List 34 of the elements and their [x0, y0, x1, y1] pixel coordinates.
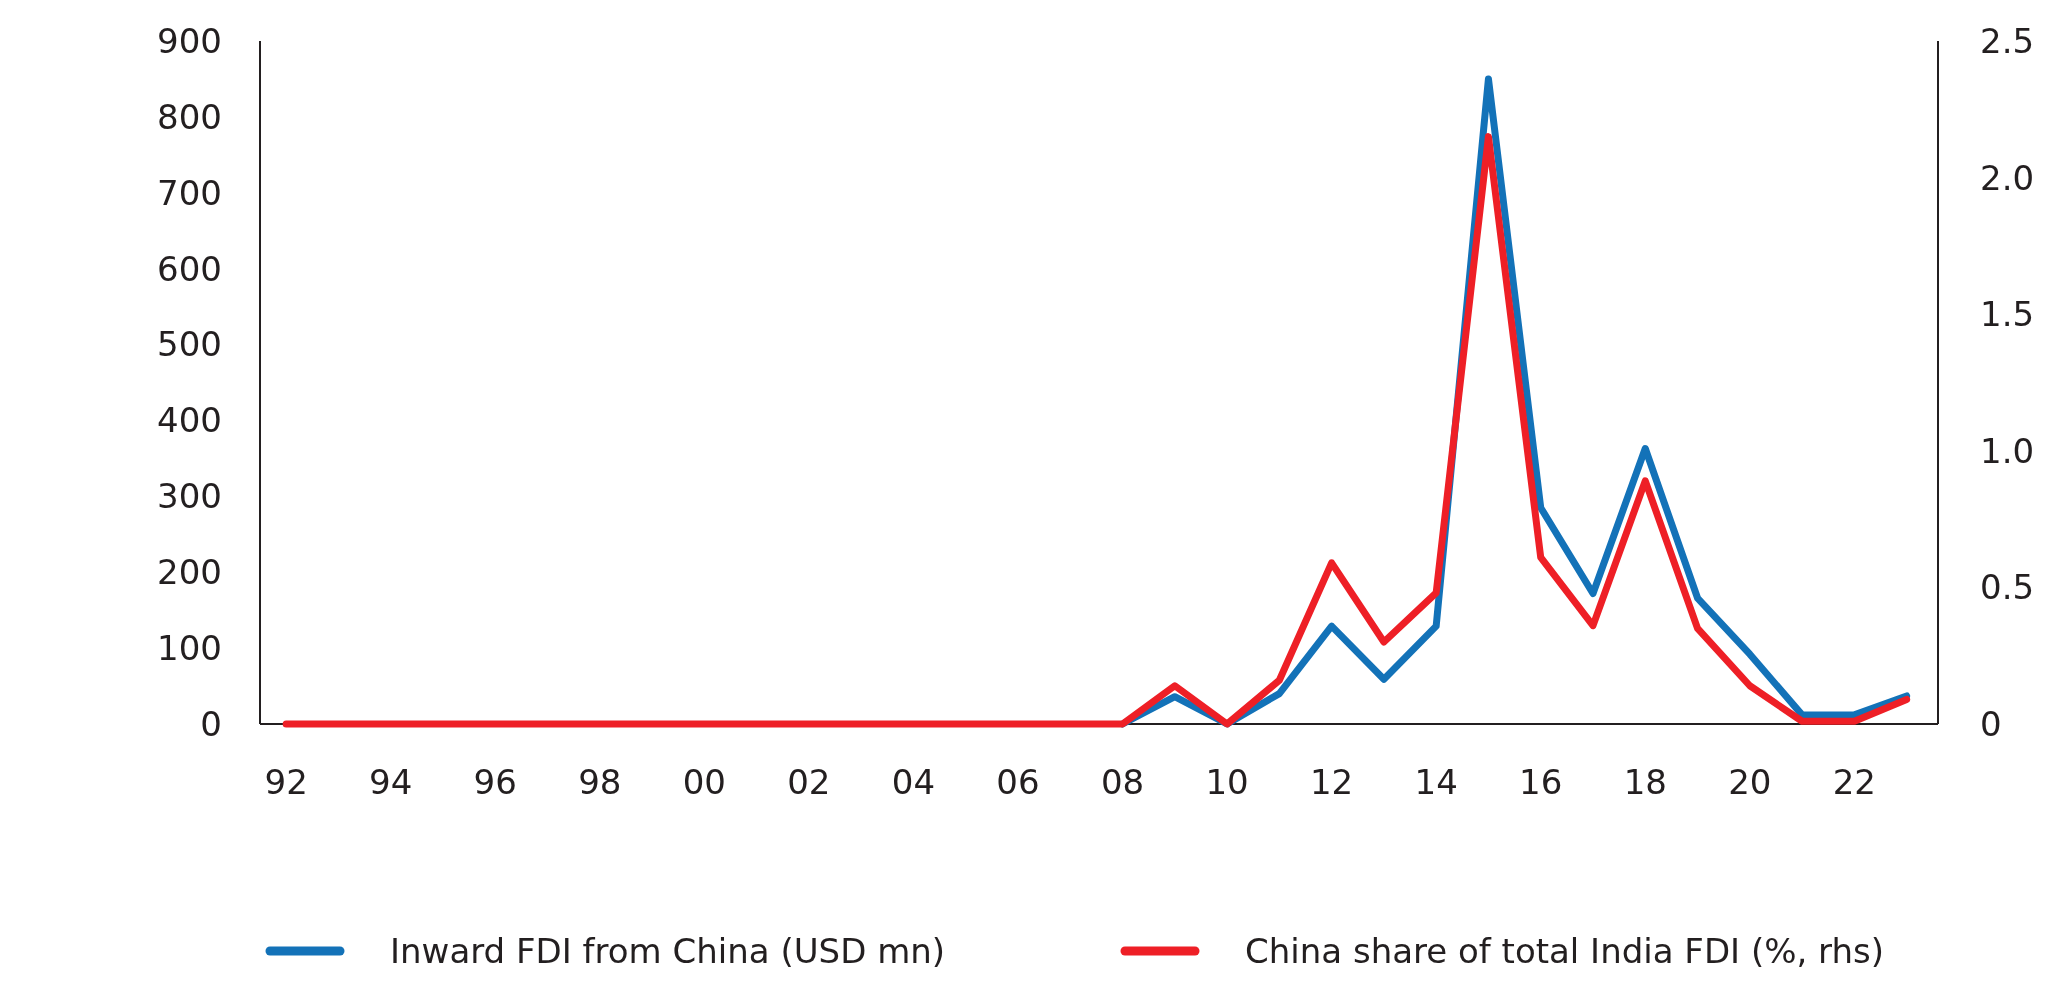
- x-tick-label: 98: [578, 762, 622, 802]
- x-tick-label: 96: [473, 762, 517, 802]
- y-tick-label: 700: [157, 172, 222, 213]
- y-tick-label: 0: [200, 703, 222, 744]
- y-tick-label: 400: [157, 400, 222, 441]
- y-tick-label: 900: [157, 20, 222, 61]
- legend-label: Inward FDI from China (USD mn): [390, 930, 946, 971]
- y-tick-label: 800: [157, 96, 222, 137]
- y2-tick-label: 1.0: [1980, 430, 2035, 471]
- y2-tick-label: 2.5: [1980, 20, 2035, 61]
- x-tick-label: 10: [1205, 762, 1249, 802]
- y-tick-label: 100: [157, 628, 222, 669]
- x-tick-label: 12: [1309, 762, 1354, 802]
- x-tick-label: 00: [682, 762, 726, 802]
- y-tick-label: 300: [157, 476, 222, 517]
- x-tick-label: 14: [1414, 762, 1458, 802]
- x-tick-label: 02: [787, 762, 831, 802]
- y2-tick-label: 0.5: [1980, 567, 2035, 608]
- x-tick-label: 94: [369, 762, 413, 802]
- y-tick-label: 600: [157, 248, 222, 289]
- x-tick-label: 16: [1519, 762, 1563, 802]
- x-tick-label: 18: [1623, 762, 1667, 802]
- y2-tick-label: 2.0: [1980, 157, 2035, 198]
- legend-label: China share of total India FDI (%, rhs): [1245, 930, 1885, 971]
- y-tick-label: 200: [157, 552, 222, 593]
- y2-tick-label: 1.5: [1980, 294, 2035, 335]
- x-tick-label: 22: [1832, 762, 1876, 802]
- x-tick-label: 08: [1100, 762, 1145, 802]
- x-tick-label: 06: [996, 762, 1040, 802]
- x-tick-label: 04: [891, 762, 936, 802]
- x-tick-label: 92: [264, 762, 308, 802]
- y-tick-label: 500: [157, 324, 222, 365]
- x-tick-label: 20: [1728, 762, 1772, 802]
- y2-tick-label: 0: [1980, 703, 2002, 744]
